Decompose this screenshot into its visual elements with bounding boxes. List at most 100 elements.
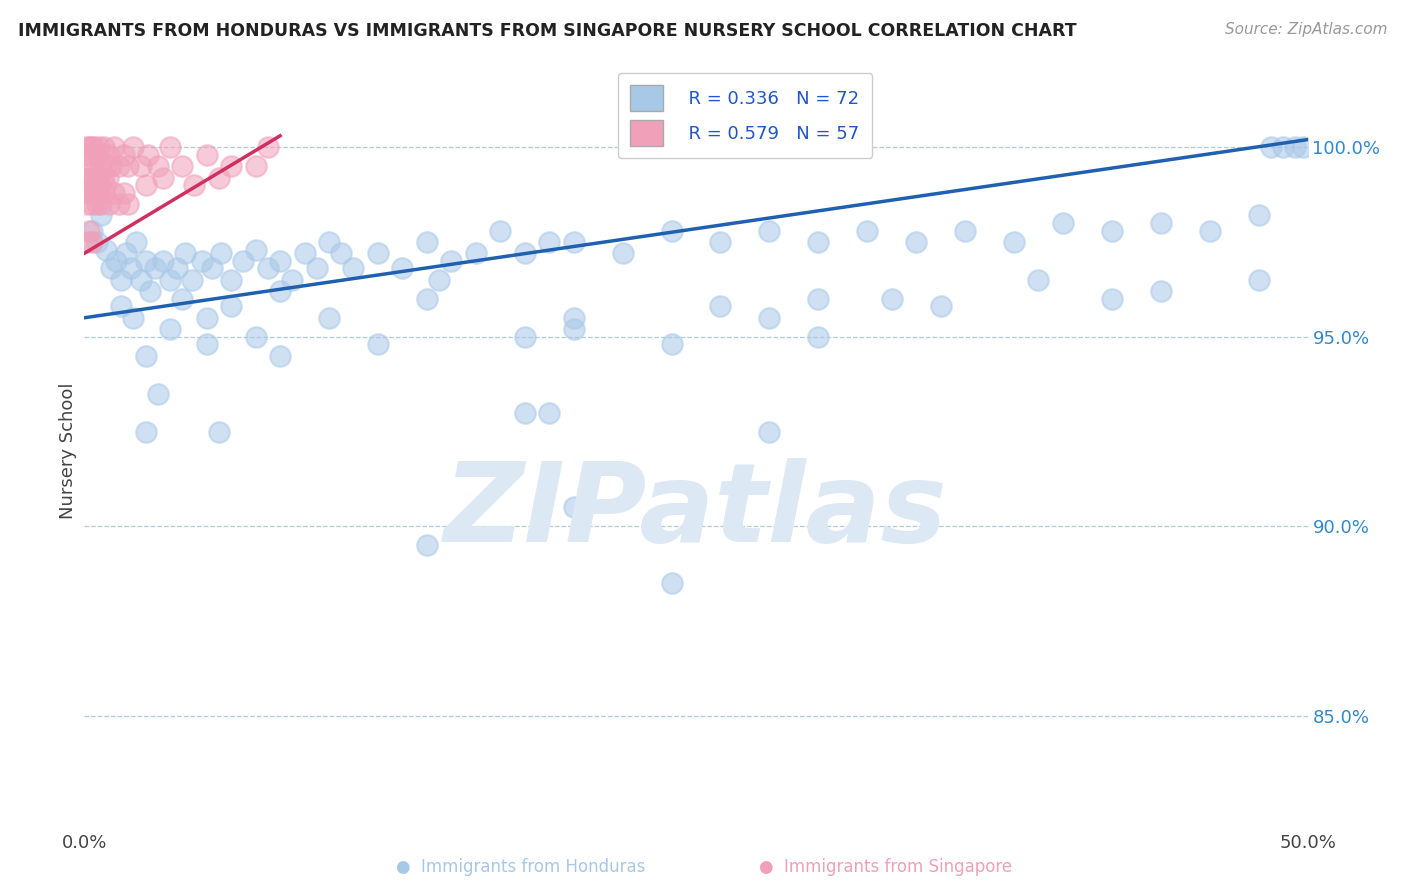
Point bbox=[269, 285, 291, 299]
Point bbox=[1247, 273, 1270, 287]
Y-axis label: Nursery School: Nursery School bbox=[59, 382, 77, 519]
Point bbox=[538, 406, 561, 420]
Point bbox=[97, 148, 120, 162]
Point bbox=[489, 224, 512, 238]
Point bbox=[77, 148, 100, 162]
Point bbox=[129, 159, 152, 173]
Point bbox=[929, 300, 952, 314]
Point bbox=[232, 254, 254, 268]
Point bbox=[90, 159, 112, 173]
Point bbox=[330, 246, 353, 260]
Point bbox=[122, 140, 145, 154]
Point bbox=[318, 310, 340, 325]
Point bbox=[562, 500, 585, 515]
Point bbox=[146, 159, 169, 173]
Point bbox=[80, 235, 103, 249]
Point bbox=[87, 186, 110, 200]
Point bbox=[953, 224, 976, 238]
Point bbox=[195, 337, 218, 351]
Point bbox=[1002, 235, 1025, 249]
Point bbox=[135, 178, 157, 193]
Point bbox=[117, 197, 139, 211]
Point bbox=[166, 261, 188, 276]
Point bbox=[90, 197, 112, 211]
Point bbox=[758, 425, 780, 439]
Point bbox=[152, 254, 174, 268]
Point bbox=[367, 337, 389, 351]
Point bbox=[135, 254, 157, 268]
Point bbox=[257, 140, 280, 154]
Point bbox=[208, 425, 231, 439]
Point bbox=[103, 186, 125, 200]
Point bbox=[1150, 285, 1173, 299]
Point bbox=[77, 140, 100, 154]
Point bbox=[86, 197, 108, 211]
Point bbox=[513, 330, 536, 344]
Point bbox=[245, 330, 267, 344]
Point bbox=[427, 273, 450, 287]
Point bbox=[464, 246, 486, 260]
Point bbox=[305, 261, 328, 276]
Point bbox=[807, 235, 830, 249]
Point bbox=[562, 310, 585, 325]
Point bbox=[191, 254, 214, 268]
Point bbox=[112, 186, 135, 200]
Point bbox=[342, 261, 364, 276]
Point bbox=[661, 576, 683, 591]
Point bbox=[96, 159, 118, 173]
Point bbox=[76, 140, 98, 154]
Point bbox=[84, 178, 107, 193]
Point bbox=[257, 261, 280, 276]
Point bbox=[172, 159, 194, 173]
Point bbox=[1292, 140, 1315, 154]
Point bbox=[219, 159, 242, 173]
Point bbox=[208, 170, 231, 185]
Point bbox=[135, 425, 157, 439]
Point bbox=[367, 246, 389, 260]
Point bbox=[1101, 224, 1123, 238]
Point bbox=[146, 386, 169, 401]
Point bbox=[93, 186, 115, 200]
Text: ZIPatlas: ZIPatlas bbox=[444, 458, 948, 565]
Point bbox=[173, 246, 195, 260]
Point bbox=[83, 140, 105, 154]
Point bbox=[77, 224, 100, 238]
Point bbox=[905, 235, 928, 249]
Point bbox=[79, 178, 101, 193]
Point bbox=[1284, 140, 1306, 154]
Point bbox=[318, 235, 340, 249]
Point bbox=[513, 406, 536, 420]
Text: ●  Immigrants from Singapore: ● Immigrants from Singapore bbox=[759, 858, 1012, 876]
Point bbox=[86, 235, 108, 249]
Point bbox=[107, 159, 129, 173]
Point bbox=[91, 170, 114, 185]
Point bbox=[1247, 209, 1270, 223]
Point bbox=[80, 140, 103, 154]
Point bbox=[538, 235, 561, 249]
Point bbox=[110, 300, 132, 314]
Point bbox=[880, 292, 903, 306]
Point bbox=[100, 261, 122, 276]
Point bbox=[245, 159, 267, 173]
Point bbox=[76, 197, 98, 211]
Legend:   R = 0.336   N = 72,   R = 0.579   N = 57: R = 0.336 N = 72, R = 0.579 N = 57 bbox=[617, 73, 872, 158]
Point bbox=[195, 310, 218, 325]
Point bbox=[269, 254, 291, 268]
Point bbox=[807, 330, 830, 344]
Point bbox=[1272, 140, 1295, 154]
Point bbox=[200, 261, 222, 276]
Point bbox=[219, 300, 242, 314]
Point bbox=[612, 246, 634, 260]
Point bbox=[129, 273, 152, 287]
Point bbox=[219, 273, 242, 287]
Point bbox=[87, 140, 110, 154]
Point bbox=[391, 261, 413, 276]
Point bbox=[159, 273, 181, 287]
Point bbox=[159, 322, 181, 336]
Point bbox=[513, 246, 536, 260]
Point bbox=[79, 159, 101, 173]
Point bbox=[86, 148, 108, 162]
Point bbox=[1101, 292, 1123, 306]
Point bbox=[120, 261, 142, 276]
Point bbox=[181, 273, 204, 287]
